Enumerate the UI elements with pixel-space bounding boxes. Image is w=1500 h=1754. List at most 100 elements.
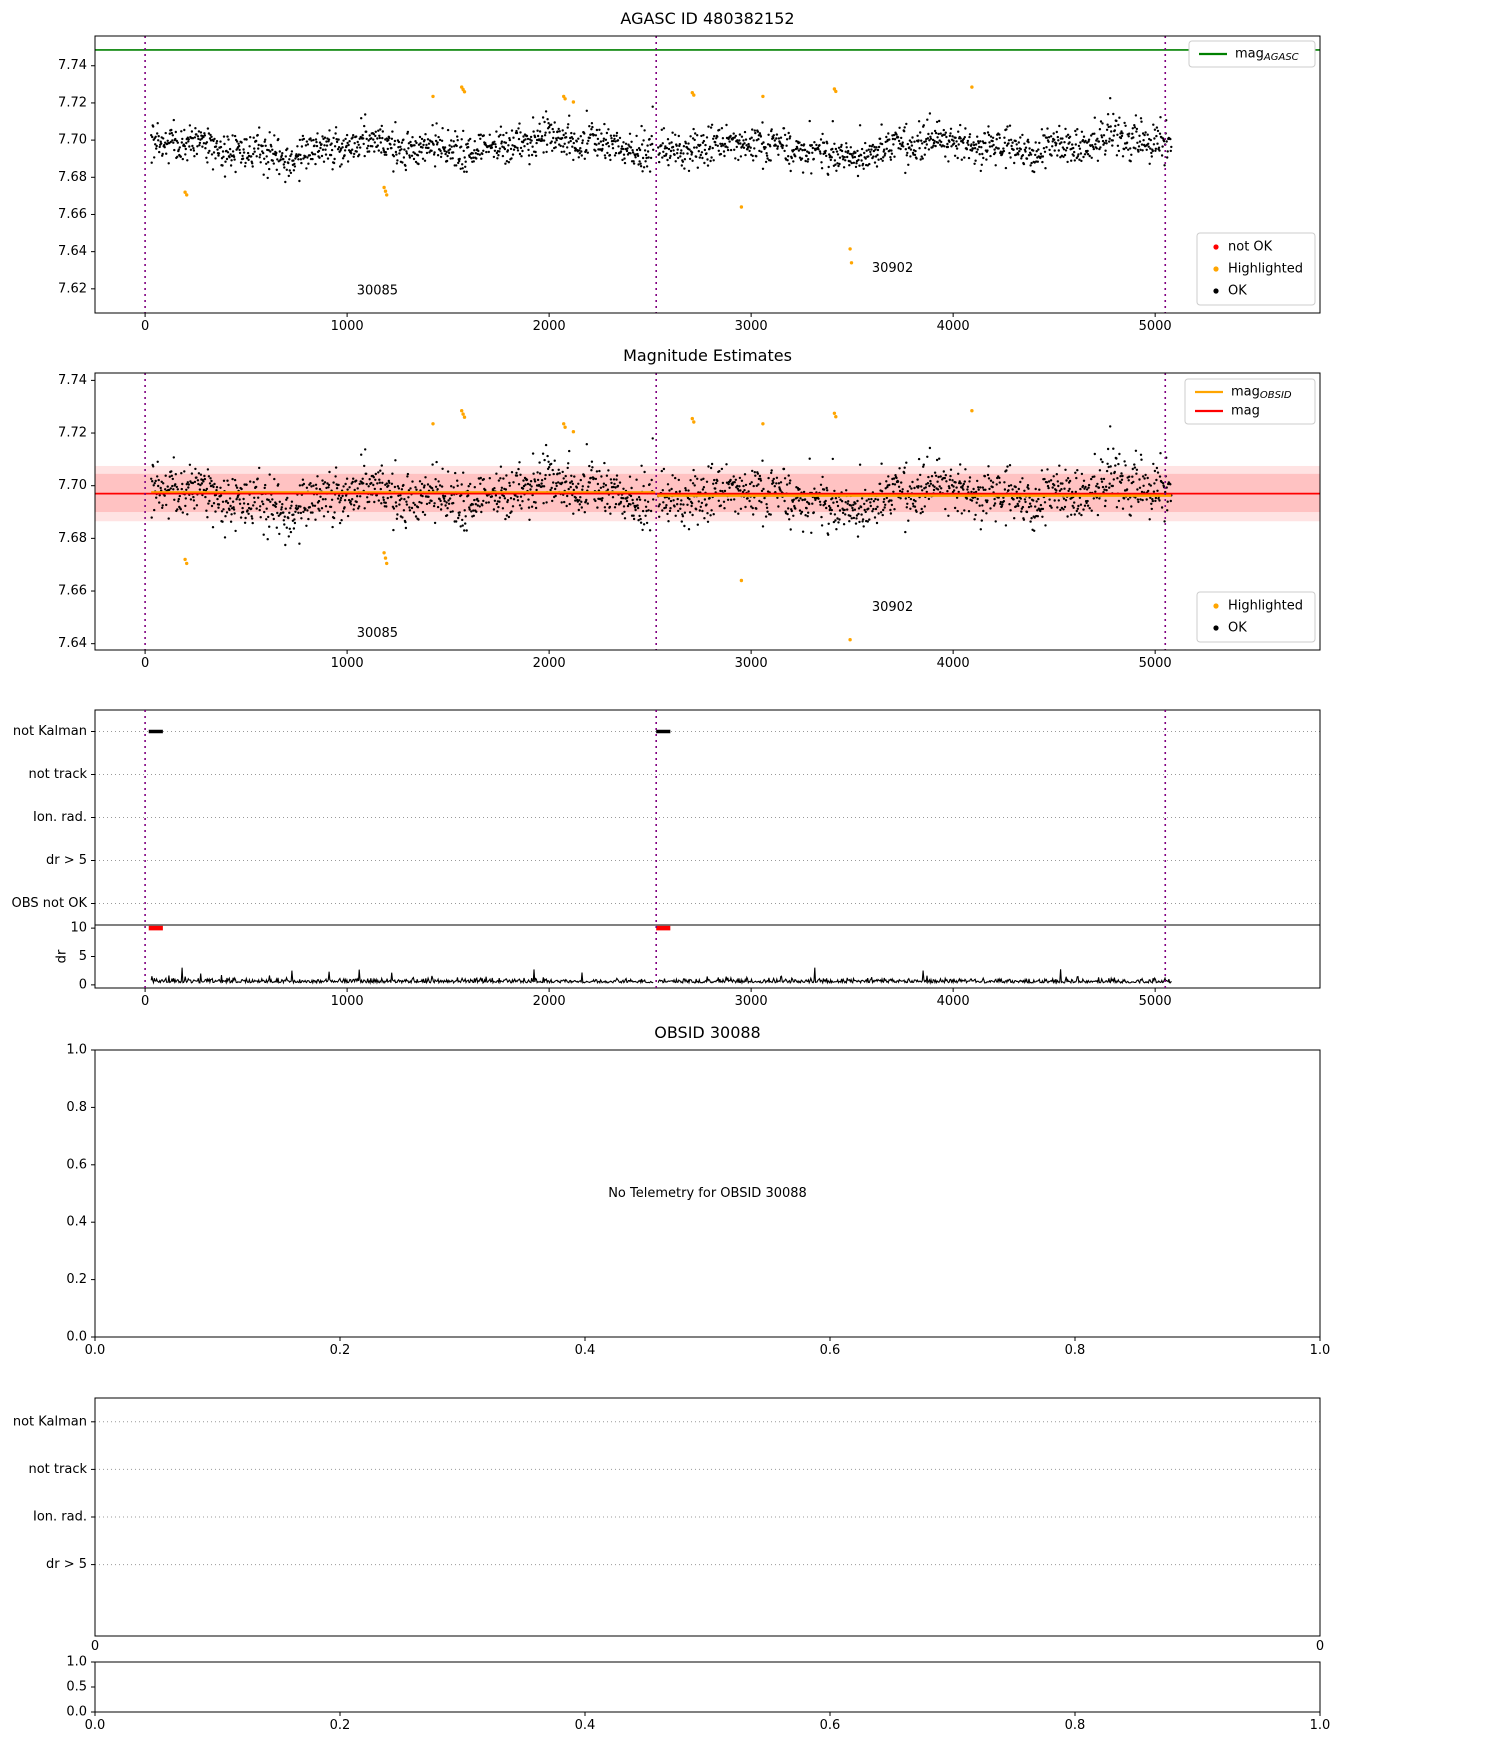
ok-point <box>198 141 202 145</box>
ok-point <box>789 169 792 173</box>
x-tick-label: 5000 <box>1139 994 1172 1009</box>
ok-point <box>760 501 763 504</box>
ok-point <box>1055 489 1058 492</box>
ok-point <box>967 156 971 160</box>
ok-point <box>545 501 548 504</box>
ok-point <box>823 502 827 506</box>
ok-point <box>566 494 569 498</box>
ok-point <box>942 128 945 132</box>
ok-point <box>948 486 951 490</box>
ok-point <box>298 138 302 142</box>
ok-point <box>192 499 196 502</box>
ok-point <box>1081 484 1085 488</box>
ok-point <box>205 487 209 491</box>
ok-point <box>983 475 987 478</box>
ok-point <box>1071 490 1074 494</box>
ok-point <box>1165 140 1168 143</box>
ok-point <box>1163 164 1166 167</box>
ok-point <box>589 476 592 480</box>
ok-point <box>464 165 467 168</box>
ok-point <box>835 150 839 153</box>
ok-point <box>409 140 412 144</box>
ok-point <box>414 160 418 164</box>
ok-point <box>460 145 463 148</box>
ok-point <box>927 475 930 479</box>
ok-point <box>1063 487 1066 490</box>
ok-point <box>1116 144 1120 147</box>
ok-point <box>1146 133 1149 136</box>
ok-point <box>326 157 330 160</box>
ok-point <box>198 488 202 491</box>
ok-point <box>324 153 328 156</box>
ok-point <box>852 503 855 506</box>
ok-point <box>426 138 430 141</box>
ok-point <box>365 137 368 141</box>
ok-point <box>516 146 519 150</box>
ok-point <box>840 149 844 153</box>
ok-point <box>838 518 841 521</box>
ok-point <box>782 127 786 130</box>
ok-point <box>1019 480 1022 484</box>
ok-point <box>1020 510 1023 513</box>
ok-point <box>1033 516 1036 519</box>
ok-point <box>172 141 175 144</box>
ok-point <box>979 169 982 173</box>
ok-point <box>532 472 535 475</box>
ok-point <box>658 152 661 155</box>
ok-point <box>224 160 227 163</box>
y-tick-label: 7.70 <box>58 133 87 148</box>
ok-point <box>312 484 315 487</box>
ok-point <box>1087 483 1091 487</box>
ok-point <box>190 130 194 133</box>
category-label: not track <box>28 767 87 782</box>
ok-point <box>226 135 229 138</box>
ok-point <box>899 147 902 151</box>
highlighted-point <box>383 556 388 560</box>
ok-point <box>749 146 752 149</box>
ok-point <box>377 149 380 152</box>
ok-point <box>199 473 203 476</box>
ok-point <box>494 145 498 149</box>
ok-point <box>632 517 636 521</box>
ok-point <box>638 160 641 163</box>
ok-point <box>209 477 212 480</box>
ok-point <box>1117 462 1120 466</box>
ok-point <box>648 137 651 141</box>
ok-point <box>302 510 305 514</box>
highlighted-points <box>183 409 974 642</box>
ok-point <box>908 139 912 142</box>
ok-point <box>364 448 367 451</box>
ok-point <box>160 480 163 483</box>
ok-point <box>920 485 923 488</box>
ok-point <box>509 147 513 151</box>
ok-point <box>335 487 339 490</box>
ok-point <box>1135 472 1138 475</box>
ok-point <box>438 484 442 487</box>
ok-point <box>249 480 252 483</box>
ok-point <box>687 489 690 492</box>
ok-point <box>1064 127 1067 131</box>
ok-point <box>1008 124 1012 127</box>
ok-point <box>327 483 331 487</box>
ok-point <box>630 486 633 490</box>
ok-point <box>363 124 366 128</box>
ok-point <box>244 161 247 165</box>
ok-point <box>568 151 571 155</box>
ok-point <box>603 506 607 509</box>
ok-point <box>457 516 460 520</box>
ok-point <box>923 505 926 508</box>
y-tick-label: 0.0 <box>66 1330 87 1345</box>
ok-point <box>892 143 895 146</box>
ok-point <box>906 490 909 493</box>
ok-point <box>884 152 887 155</box>
ok-point <box>1078 147 1082 150</box>
ok-point <box>372 476 375 479</box>
ok-point <box>284 180 287 184</box>
ok-point <box>585 109 588 113</box>
ok-point <box>800 157 804 160</box>
ok-point <box>609 158 612 162</box>
ok-point <box>980 519 983 522</box>
ok-point <box>364 113 367 116</box>
ok-point <box>334 466 338 469</box>
ok-point <box>212 485 215 489</box>
